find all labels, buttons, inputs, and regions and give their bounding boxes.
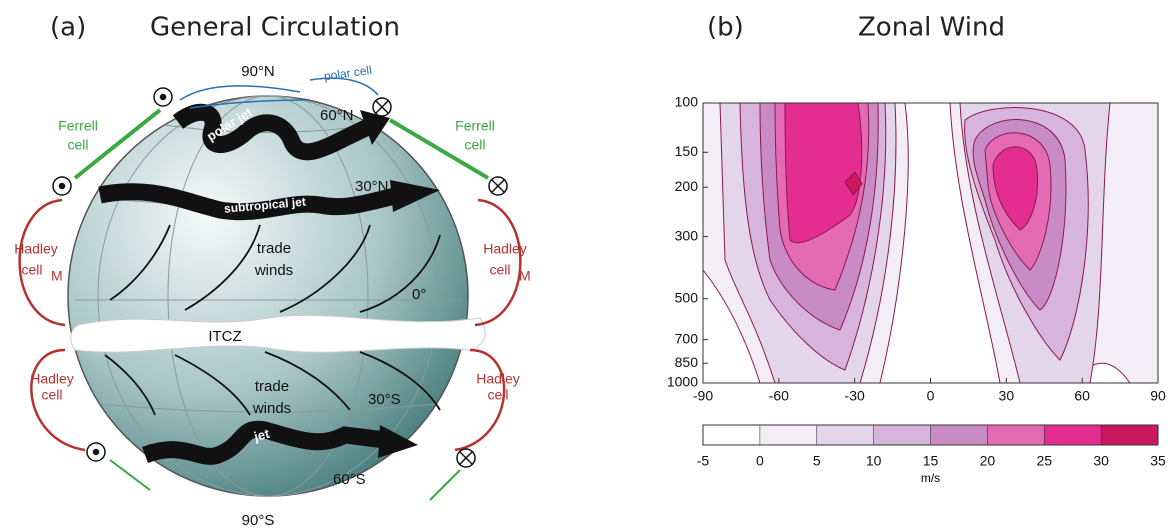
colorbar-swatch <box>987 425 1044 445</box>
hadley-m-subscript: M <box>51 268 63 284</box>
colorbar-swatch <box>760 425 817 445</box>
latitude: 30°N <box>355 178 389 195</box>
contour-field <box>703 103 1158 383</box>
hadley-m-label: cell <box>21 262 42 278</box>
colorbar-swatch <box>1044 425 1101 445</box>
panel-a: (a) General Circulation polar jet subtro… <box>14 13 530 529</box>
y-tick-label: 500 <box>675 289 699 305</box>
polar-cell-label: polar cell <box>323 63 373 84</box>
ferrell-label: cell <box>67 137 88 153</box>
trade-winds: winds <box>252 400 291 417</box>
colorbar-swatch <box>1101 425 1158 445</box>
ferrell-label: Ferrell <box>58 118 98 134</box>
colorbar-tick-label: 15 <box>923 453 939 469</box>
y-tick-label: 100 <box>675 94 699 110</box>
x-tick-label: 90 <box>1150 388 1166 404</box>
figure: (a) General Circulation polar jet subtro… <box>0 0 1174 531</box>
panel-title: General Circulation <box>150 13 400 43</box>
x-tick-label: 0 <box>927 388 935 404</box>
x-tick-label: 30 <box>999 388 1015 404</box>
hadley-m-label: Hadley <box>483 241 527 257</box>
latitude: 60°N <box>320 107 354 124</box>
hadley-m-label: Hadley <box>14 241 58 257</box>
hadley-m-label: cell <box>489 262 510 278</box>
x-tick-label: 60 <box>1074 388 1090 404</box>
hadley-label: cell <box>487 387 508 403</box>
y-tick-label: 200 <box>675 178 699 194</box>
ferrell-label: Ferrell <box>455 118 495 134</box>
y-tick-label: 150 <box>675 143 699 159</box>
colorbar-swatch <box>931 425 988 445</box>
colorbar-tick-label: 0 <box>756 453 764 469</box>
trade-winds: winds <box>254 262 293 279</box>
y-tick-label: 300 <box>675 227 699 243</box>
panel-label: (a) <box>50 13 86 43</box>
colorbar-swatch <box>817 425 874 445</box>
colorbar-tick-label: 35 <box>1150 453 1166 469</box>
trade-winds: trade <box>257 240 291 257</box>
latitude: 0° <box>412 286 426 303</box>
x-tick-label: -60 <box>769 388 789 404</box>
colorbar-tick-label: 10 <box>866 453 882 469</box>
colorbar-tick-label: 25 <box>1036 453 1052 469</box>
x-tick-label: -30 <box>845 388 865 404</box>
itcz-label: ITCZ <box>208 328 241 345</box>
panel-b: (b) Zonal Wind <box>703 13 1158 384</box>
ferrell-label: cell <box>464 137 485 153</box>
hadley-m-subscript: M <box>519 268 531 284</box>
y-tick-label: 1000 <box>667 374 698 390</box>
colorbar-tick-label: 20 <box>980 453 996 469</box>
panel-label: (b) <box>707 13 744 43</box>
colorbar-tick-label: 5 <box>813 453 821 469</box>
colorbar-swatch <box>703 425 760 445</box>
x-tick-label: -90 <box>693 388 713 404</box>
latitude: 60°S <box>333 471 366 488</box>
colorbar-tick-label: -5 <box>697 453 710 469</box>
y-tick-label: 700 <box>675 330 699 346</box>
latitude: 90°N <box>241 63 275 80</box>
trade-winds: trade <box>255 378 289 395</box>
colorbar-tick-label: 30 <box>1093 453 1109 469</box>
hadley-label: cell <box>41 387 62 403</box>
latitude: 90°S <box>242 512 275 529</box>
latitude: 30°S <box>368 391 401 408</box>
panel-title: Zonal Wind <box>858 13 1005 43</box>
colorbar-label: m/s <box>921 471 940 485</box>
hadley-label: Hadley <box>476 371 520 387</box>
hadley-label: Hadley <box>30 371 74 387</box>
y-tick-label: 850 <box>675 354 699 370</box>
colorbar-swatch <box>874 425 931 445</box>
